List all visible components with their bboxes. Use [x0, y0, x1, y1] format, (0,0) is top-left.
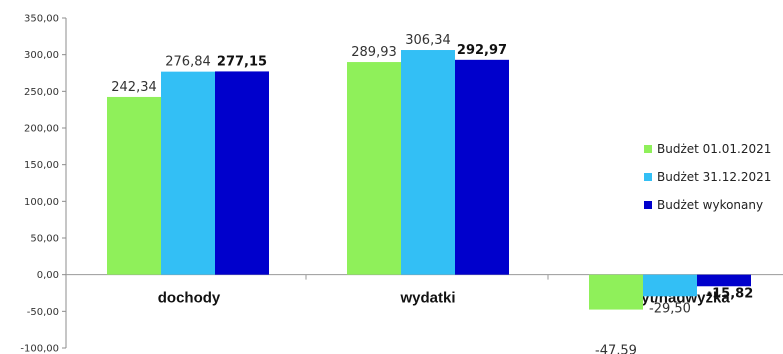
data-label: 277,15 [217, 54, 267, 69]
bar [589, 274, 643, 310]
data-label: 292,97 [457, 43, 507, 58]
legend-swatch [644, 145, 652, 153]
data-label: 242,34 [111, 80, 157, 95]
y-tick-label: -100,00 [20, 344, 59, 354]
bar [215, 71, 269, 275]
bar [697, 274, 751, 287]
y-tick-label: 300,00 [24, 50, 59, 61]
y-tick-label: 0,00 [37, 270, 59, 281]
data-label: -29,50 [649, 301, 691, 316]
y-tick-label: 50,00 [30, 234, 59, 245]
legend-label: Budżet 31.12.2021 [657, 170, 771, 184]
bar [643, 274, 697, 297]
data-labels-layer: 242,34 289,93 -47,59 276,84 306,34 -29,50 277,… [111, 33, 753, 354]
y-tick-label: 100,00 [24, 197, 59, 208]
y-tick-label: 350,00 [24, 14, 59, 25]
legend-swatch [644, 201, 652, 209]
y-tick-label: 200,00 [24, 124, 59, 135]
bar [107, 96, 161, 275]
data-label: 276,84 [165, 55, 211, 70]
bar [401, 50, 455, 275]
y-tick-label: -50,00 [27, 307, 59, 318]
legend-swatch [644, 173, 652, 181]
x-category-label: dochody [158, 290, 221, 307]
y-tick-label: 150,00 [24, 160, 59, 171]
data-label: -47,59 [595, 344, 637, 354]
data-label: 306,34 [405, 33, 451, 48]
bar [161, 71, 215, 275]
x-category-label: wydatki [399, 290, 455, 307]
legend-label: Budżet 01.01.2021 [657, 142, 771, 156]
bars-layer [107, 50, 751, 310]
y-tick-label: 250,00 [24, 87, 59, 98]
bar [455, 59, 509, 275]
legend-label: Budżet wykonany [657, 198, 763, 212]
bar [347, 62, 401, 275]
data-label: 289,93 [351, 45, 397, 60]
legend: Budżet 01.01.2021 Budżet 31.12.2021 Budżet… [644, 142, 771, 212]
data-label: -15,82 [707, 286, 754, 301]
